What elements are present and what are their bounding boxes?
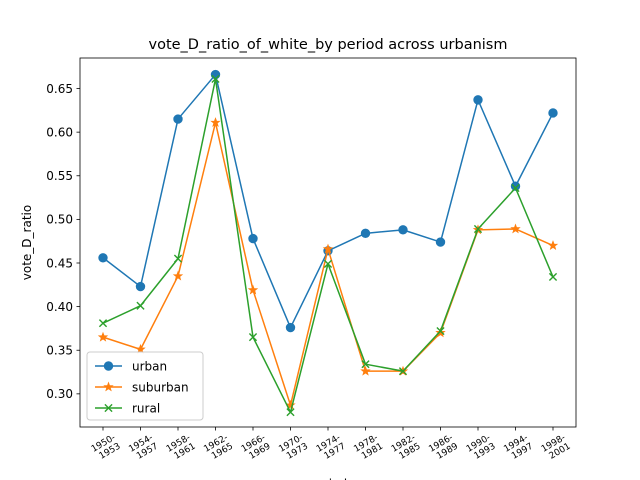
- x-tick-label: 1970-1973: [277, 433, 310, 463]
- data-point-urban: [173, 114, 183, 124]
- data-point-rural: [98, 319, 108, 328]
- x-tick-label: 1974-1977: [315, 433, 348, 463]
- x-tick-label: 1986-1989: [427, 433, 460, 464]
- data-point-rural: [211, 74, 220, 84]
- data-point-rural: [323, 259, 333, 268]
- data-point-urban: [135, 281, 146, 292]
- legend-item-suburban: suburban: [95, 380, 189, 394]
- data-point-urban: [398, 225, 408, 235]
- x-tick-label: 1990-1993: [465, 433, 498, 463]
- y-axis: 0.30 0.35 0.40 0.45 0.50 0.55 0.60 0.65: [46, 82, 80, 401]
- x-axis-label: period: [309, 477, 347, 480]
- data-point-rural: [398, 367, 408, 376]
- x-tick-label: 1962-1965: [202, 433, 235, 463]
- chart-title: vote_D_ratio_of_white_by period across u…: [149, 37, 508, 53]
- y-tick-label: 0.40: [46, 300, 73, 314]
- data-point-suburban: [360, 365, 371, 376]
- y-tick-label: 0.50: [46, 213, 73, 227]
- x-axis: 1950-1953 1954-1957 1958-1961 1962-1965 1966…: [90, 427, 573, 464]
- legend-label-urban: urban: [132, 359, 167, 373]
- data-point-suburban: [97, 331, 109, 342]
- series-rural: [98, 74, 558, 417]
- legend-label-rural: rural: [132, 401, 160, 415]
- y-axis-label: vote_D_ratio: [20, 205, 34, 280]
- y-tick-label: 0.55: [46, 169, 73, 183]
- data-point-rural: [436, 326, 445, 336]
- plot-series: [97, 69, 559, 417]
- data-point-rural: [173, 254, 183, 263]
- x-tick-label: 1950-1953: [90, 433, 123, 463]
- data-point-urban: [473, 95, 483, 105]
- data-point-urban: [285, 322, 296, 333]
- data-point-suburban: [285, 399, 296, 410]
- data-point-rural: [136, 301, 145, 310]
- data-point-urban: [435, 237, 446, 247]
- data-point-suburban: [547, 240, 559, 250]
- data-point-urban: [210, 69, 221, 80]
- data-point-rural: [248, 333, 258, 342]
- y-tick-label: 0.35: [46, 344, 73, 358]
- data-point-suburban: [435, 327, 446, 338]
- legend-marker-rural: [104, 403, 113, 413]
- x-tick-label: 1954-1957: [127, 433, 160, 463]
- legend-marker-suburban: [103, 381, 114, 392]
- legend-marker-urban: [103, 361, 114, 371]
- y-tick-label: 0.65: [46, 82, 73, 96]
- y-tick-label: 0.45: [46, 256, 73, 270]
- x-tick-label: 1958-1961: [165, 433, 198, 463]
- legend-box: [86, 351, 204, 421]
- data-point-suburban: [135, 343, 146, 354]
- data-point-rural: [473, 224, 483, 234]
- data-point-suburban: [322, 243, 334, 254]
- data-point-rural: [286, 408, 295, 417]
- x-tick-label: 1966-1969: [240, 433, 273, 464]
- data-point-suburban: [172, 270, 184, 281]
- x-tick-label: 1994-1997: [502, 433, 535, 463]
- data-point-rural: [548, 272, 558, 282]
- y-tick-label: 0.60: [46, 125, 73, 139]
- data-point-urban: [248, 233, 258, 244]
- legend-item-urban: urban: [95, 359, 167, 373]
- x-tick-label: 1982-1985: [390, 433, 423, 463]
- data-point-suburban: [247, 284, 259, 295]
- data-point-suburban: [510, 223, 521, 234]
- data-point-urban: [98, 253, 108, 263]
- data-point-rural: [511, 183, 520, 193]
- data-point-urban: [548, 108, 558, 118]
- legend-label-suburban: suburban: [132, 380, 189, 394]
- data-point-rural: [361, 360, 370, 369]
- series-urban: [98, 69, 558, 333]
- data-point-urban: [360, 228, 371, 239]
- legend-item-rural: rural: [95, 401, 160, 415]
- legend: urban suburban rural: [86, 351, 204, 421]
- y-tick-label: 0.30: [46, 387, 73, 401]
- x-tick-label: 1978-1981: [352, 433, 385, 463]
- data-point-suburban: [210, 117, 221, 127]
- data-point-urban: [510, 181, 521, 191]
- x-tick-label: 1998-2001: [540, 433, 573, 463]
